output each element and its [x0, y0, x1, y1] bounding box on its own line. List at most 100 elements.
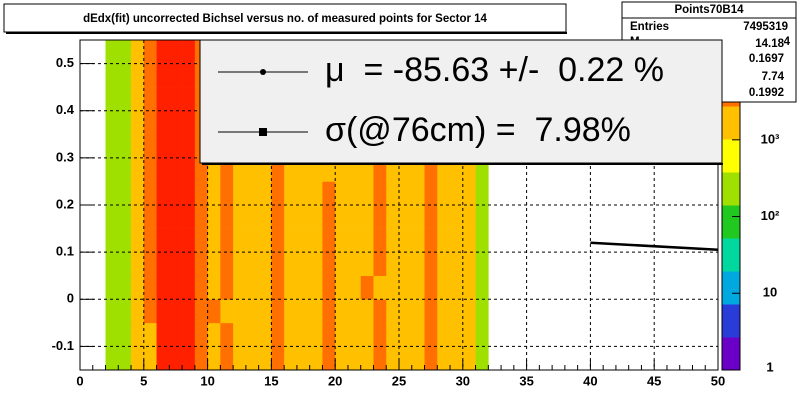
- heatmap-cell: [284, 228, 298, 253]
- heatmap-cell: [296, 346, 310, 371]
- heatmap-cell: [373, 181, 387, 206]
- heatmap-cell: [245, 275, 259, 300]
- heatmap-cell: [131, 275, 145, 300]
- colorbar-step: [722, 238, 740, 246]
- colorbar-step: [722, 119, 740, 127]
- heatmap-cell: [424, 205, 438, 229]
- heatmap-cell: [156, 181, 170, 206]
- heatmap-cell: [475, 252, 489, 277]
- stats-value: 14.18: [755, 38, 784, 50]
- heatmap-cell: [233, 205, 247, 229]
- heatmap-cell: [347, 181, 362, 206]
- heatmap-cell: [271, 299, 285, 324]
- heatmap-cell: [271, 228, 285, 253]
- heatmap-cell: [450, 346, 464, 371]
- heatmap-cell: [475, 228, 489, 253]
- heatmap-cell: [194, 322, 208, 347]
- heatmap-cell: [143, 346, 157, 371]
- heatmap-cell: [335, 322, 349, 347]
- heatmap-cell: [194, 275, 208, 300]
- heatmap-cell: [131, 110, 145, 135]
- heatmap-cell: [450, 181, 464, 206]
- heatmap-cell: [437, 322, 451, 347]
- colorbar-step: [722, 224, 740, 232]
- heatmap-cell: [143, 63, 157, 88]
- heatmap-cell: [245, 346, 259, 371]
- heatmap-cell: [360, 228, 374, 253]
- colorbar-step: [722, 185, 740, 193]
- heatmap-cell: [233, 252, 247, 277]
- heatmap-cell: [309, 346, 323, 371]
- heatmap-cell: [131, 157, 145, 182]
- heatmap-cell: [194, 205, 208, 229]
- heatmap-cell: [143, 40, 157, 64]
- colorbar-step: [722, 337, 740, 345]
- heatmap-cell: [156, 346, 170, 371]
- colorbar-step: [722, 343, 740, 351]
- heatmap-cell: [347, 275, 362, 300]
- heatmap-cell: [309, 228, 323, 253]
- heatmap-cell: [360, 299, 374, 324]
- heatmap-cell: [399, 346, 413, 371]
- heatmap-cell: [131, 63, 145, 88]
- heatmap-cell: [245, 322, 259, 347]
- heatmap-cell: [411, 346, 425, 371]
- y-tick-label: -0.1: [52, 338, 74, 353]
- heatmap-cell: [118, 181, 132, 206]
- x-tick-label: 10: [200, 373, 214, 388]
- heatmap-cell: [105, 228, 119, 253]
- legend-label: σ(@76cm) = 7.98%: [325, 111, 631, 149]
- x-tick-label: 40: [583, 373, 597, 388]
- heatmap-cell: [271, 181, 285, 206]
- legend-marker: [259, 128, 267, 136]
- heatmap-cell: [156, 205, 170, 229]
- heatmap-cell: [424, 322, 438, 347]
- heatmap-cell: [258, 205, 272, 229]
- heatmap-cell: [284, 299, 298, 324]
- heatmap-cell: [347, 346, 362, 371]
- heatmap-cell: [475, 205, 489, 229]
- heatmap-cell: [169, 40, 183, 64]
- z-tick-label: 10: [763, 285, 777, 300]
- legend-box: [199, 39, 723, 164]
- heatmap-cell: [169, 157, 183, 182]
- colorbar-step: [722, 290, 740, 298]
- colorbar-step: [722, 244, 740, 252]
- y-tick-label: 0: [67, 291, 74, 306]
- heatmap-cell: [207, 346, 221, 371]
- heatmap-cell: [309, 252, 323, 277]
- z-tick-label: 1: [766, 359, 773, 374]
- heatmap-cell: [475, 299, 489, 324]
- heatmap-cell: [411, 252, 425, 277]
- heatmap-cell: [118, 110, 132, 135]
- heatmap-cell: [475, 322, 489, 347]
- colorbar-step: [722, 356, 740, 364]
- colorbar-step: [722, 251, 740, 259]
- heatmap-cell: [271, 275, 285, 300]
- heatmap-cell: [386, 228, 400, 253]
- heatmap-cell: [284, 181, 298, 206]
- heatmap-cell: [424, 346, 438, 371]
- heatmap-cell: [194, 346, 208, 371]
- heatmap-cell: [245, 181, 259, 206]
- heatmap-cell: [118, 40, 132, 64]
- heatmap-cell: [335, 252, 349, 277]
- heatmap-cell: [207, 275, 221, 300]
- heatmap-cell: [309, 205, 323, 229]
- legend-label: μ = -85.63 +/- 0.22 %: [325, 51, 664, 89]
- heatmap-cell: [437, 299, 451, 324]
- heatmap-cell: [411, 299, 425, 324]
- heatmap-cell: [156, 275, 170, 300]
- y-tick-label: 0.4: [56, 102, 75, 117]
- colorbar-step: [722, 323, 740, 331]
- heatmap-cell: [169, 346, 183, 371]
- heatmap-cell: [284, 275, 298, 300]
- heatmap-cell: [271, 252, 285, 277]
- heatmap-cell: [360, 205, 374, 229]
- heatmap-cell: [399, 252, 413, 277]
- heatmap-cell: [475, 275, 489, 300]
- heatmap-cell: [450, 322, 464, 347]
- heatmap-cell: [207, 181, 221, 206]
- heatmap-cell: [424, 299, 438, 324]
- heatmap-cell: [169, 252, 183, 277]
